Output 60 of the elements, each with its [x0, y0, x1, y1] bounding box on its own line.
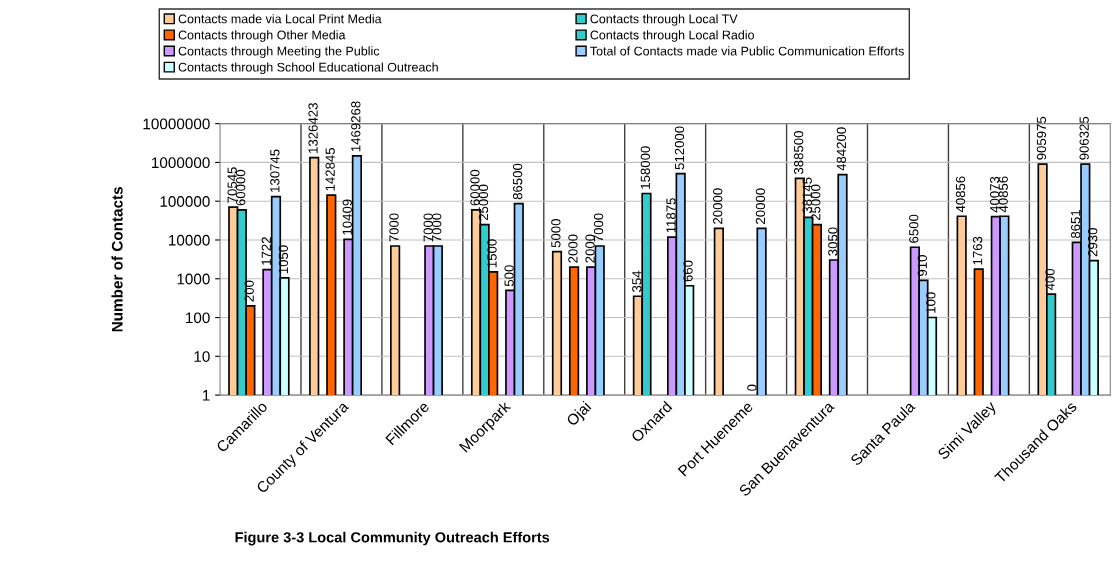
- y-tick-label: 100: [186, 312, 210, 324]
- data-label: 25000: [478, 184, 489, 221]
- data-label: 20000: [755, 188, 766, 224]
- y-tick-label: 1: [203, 390, 210, 401]
- data-label: 7000: [423, 213, 433, 242]
- data-label: 130745: [270, 149, 280, 192]
- data-label: 10409: [342, 199, 352, 235]
- data-label: 40073: [990, 176, 1000, 213]
- legend-label: Contacts through Local TV: [590, 14, 738, 26]
- data-label: 158000: [640, 146, 651, 189]
- data-label: 5000: [551, 219, 561, 248]
- y-tick-label: 1000000: [152, 157, 210, 169]
- data-label: 484200: [836, 127, 847, 171]
- data-label: 60000: [470, 169, 480, 206]
- data-label: 3050: [828, 227, 838, 256]
- data-label: 905975: [1036, 116, 1047, 160]
- y-axis-title: Number of Contacts: [111, 186, 123, 332]
- data-label: 388500: [793, 131, 804, 175]
- data-label: 40856: [998, 176, 1008, 213]
- data-label: 7000: [432, 213, 442, 242]
- data-label: 1722: [261, 237, 271, 265]
- data-label: 7000: [593, 213, 604, 242]
- data-label: 660: [683, 260, 693, 282]
- data-label: 40856: [955, 176, 966, 213]
- legend-label: Contacts through Local Radio: [590, 30, 754, 42]
- x-tick-label: Ojai: [565, 400, 594, 429]
- data-label: 20000: [713, 188, 723, 224]
- data-label: 1326423: [308, 103, 318, 153]
- y-tick-label: 10: [194, 351, 210, 362]
- text: Figure 3-3 Local Community Outreach Efforts: [235, 531, 550, 546]
- data-label: 6500: [909, 214, 919, 243]
- legend-label: Contacts through Meeting the Public: [178, 46, 380, 58]
- data-label: 1500: [487, 239, 497, 268]
- data-label: 8651: [1070, 209, 1081, 239]
- data-label: 354: [632, 270, 642, 292]
- y-tick-label: 1000: [177, 273, 210, 285]
- data-label: 1763: [972, 236, 983, 265]
- data-label: 200: [244, 280, 254, 302]
- data-label: 2000: [568, 234, 578, 263]
- data-label: 142845: [325, 147, 335, 191]
- legend-label: Contacts made via Local Print Media: [178, 14, 382, 24]
- y-tick-label: 10000: [169, 234, 210, 246]
- data-label: 500: [504, 265, 514, 287]
- data-label: 25000: [811, 184, 821, 221]
- data-label: 2000: [585, 234, 595, 263]
- data-label: 512000: [674, 126, 685, 170]
- y-tick-label: 10000000: [143, 118, 210, 130]
- data-label: 86500: [512, 163, 523, 200]
- data-label: 1469268: [351, 101, 361, 152]
- text: 0: [747, 384, 757, 391]
- data-label: 70545: [227, 167, 237, 203]
- data-label: 906325: [1079, 116, 1089, 160]
- y-tick-label: 100000: [160, 196, 210, 207]
- data-label: 60000: [236, 169, 246, 206]
- legend-label: Contacts through School Educational Outreach: [178, 62, 438, 75]
- data-label: 38145: [802, 177, 812, 214]
- legend-label: Total of Contacts made via Public Communication Efforts: [590, 46, 904, 56]
- data-label: 11875: [666, 198, 676, 233]
- data-label: 7000: [389, 213, 399, 242]
- legend-label: Contacts through Other Media: [178, 30, 346, 42]
